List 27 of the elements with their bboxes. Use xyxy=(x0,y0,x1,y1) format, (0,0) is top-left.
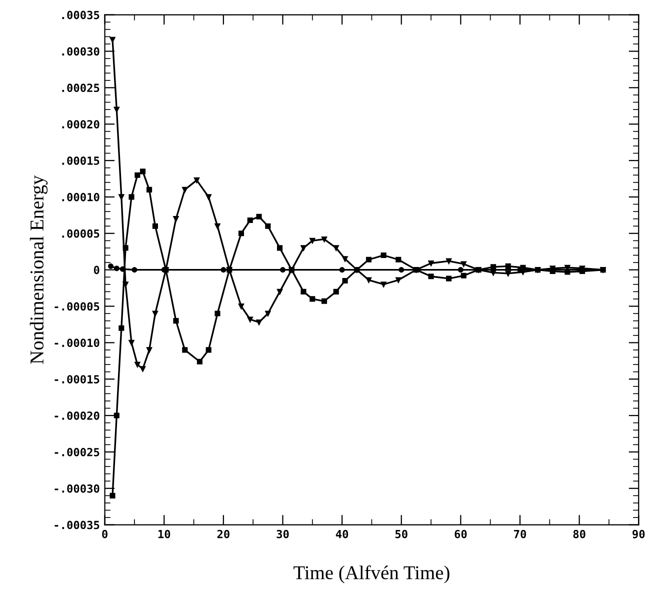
y-tick-label: -.00005 xyxy=(54,302,100,311)
y-tick-label: -.00035 xyxy=(54,520,100,530)
y-tick-label: -.00015 xyxy=(54,375,100,384)
y-tick-label: -.00030 xyxy=(54,484,100,493)
x-tick-label: 70 xyxy=(514,530,526,538)
y-axis-title: Nondimensional Energy xyxy=(30,175,48,364)
x-tick-label: 80 xyxy=(573,530,586,538)
y-tick-label: .00010 xyxy=(62,192,100,202)
x-axis-title: Time (Alfvén Time) xyxy=(294,565,450,584)
y-tick-label: 0 xyxy=(94,266,100,274)
x-tick-label: 90 xyxy=(632,530,645,538)
x-tick-label: 10 xyxy=(158,530,170,538)
y-tick-label: .00015 xyxy=(62,156,100,165)
x-tick-label: 60 xyxy=(454,530,467,538)
y-tick-label: .00030 xyxy=(62,47,100,56)
y-tick-label: -.00020 xyxy=(54,412,100,420)
y-tick-label: .00020 xyxy=(62,120,100,128)
x-tick-label: 30 xyxy=(276,530,289,538)
x-tick-label: 20 xyxy=(217,530,230,538)
x-tick-label: 0 xyxy=(102,530,108,538)
x-tick-label: 40 xyxy=(336,530,348,538)
y-tick-label: .00035 xyxy=(62,10,100,20)
y-tick-label: .00025 xyxy=(62,84,100,92)
x-tick-label: 50 xyxy=(395,530,408,538)
y-tick-label: -.00025 xyxy=(54,448,100,456)
y-tick-label: .00005 xyxy=(62,229,100,238)
y-tick-label: -.00010 xyxy=(54,338,100,348)
